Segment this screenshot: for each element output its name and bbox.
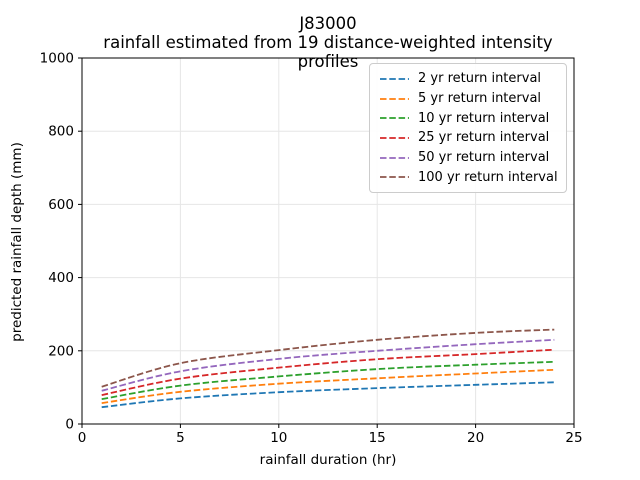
y-tick-label-0: 0: [65, 417, 74, 433]
tick-label-layer: 0 5 10 15 20 25 0 200 400 600 800 1000: [40, 51, 583, 447]
series-line-25-yr-return-interval: [101, 348, 555, 396]
series-line-10-yr-return-interval: [101, 360, 555, 400]
x-tick-label-5: 5: [176, 430, 185, 446]
legend-line-sample: [380, 156, 409, 159]
y-tick-label-1000: 1000: [40, 51, 74, 67]
legend-entry-50-yr-return-interval: 50 yr return interval: [379, 148, 558, 168]
x-tick-label-10: 10: [270, 430, 287, 446]
legend-label: 50 yr return interval: [418, 150, 550, 166]
x-tick-label-0: 0: [78, 430, 87, 446]
y-tick-label-200: 200: [48, 343, 74, 359]
legend-label: 10 yr return interval: [418, 110, 550, 126]
legend-line-sample: [380, 176, 409, 179]
chart-title: J83000 rainfall estimated from 19 distan…: [82, 14, 574, 71]
legend-entry-2-yr-return-interval: 2 yr return interval: [379, 69, 558, 89]
legend-entry-100-yr-return-interval: 100 yr return interval: [379, 167, 558, 187]
x-tick-label-20: 20: [467, 430, 484, 446]
legend-entry-10-yr-return-interval: 10 yr return interval: [379, 108, 558, 128]
legend-entry-5-yr-return-interval: 5 yr return interval: [379, 89, 558, 109]
chart-title-line2: rainfall estimated from 19 distance-weig…: [103, 33, 553, 71]
series-line-2-yr-return-interval: [101, 381, 555, 409]
y-tick-label-400: 400: [48, 270, 74, 286]
plot-border: [81, 57, 575, 425]
legend-label: 2 yr return interval: [418, 71, 542, 87]
y-tick-label-800: 800: [48, 124, 74, 140]
axes-layer: [78, 57, 575, 428]
series-line-5-yr-return-interval: [101, 368, 555, 404]
legend-line-sample: [380, 137, 409, 139]
legend-entry-25-yr-return-interval: 25 yr return interval: [379, 128, 558, 148]
legend-line-sample: [380, 97, 409, 100]
legend: 2 yr return interval 5 yr return interval…: [369, 63, 567, 194]
series-line-100-yr-return-interval: [101, 328, 555, 388]
legend-line-sample: [380, 77, 409, 80]
series-layer: [101, 328, 555, 409]
x-axis-label: rainfall duration (hr): [259, 452, 397, 468]
x-tick-label-25: 25: [565, 430, 582, 446]
chart-title-line1: J83000: [299, 14, 357, 33]
legend-line-sample: [380, 117, 409, 120]
legend-label: 100 yr return interval: [418, 169, 558, 185]
legend-label: 25 yr return interval: [418, 130, 550, 146]
x-tick-label-15: 15: [369, 430, 386, 446]
y-axis-label: predicted rainfall depth (mm): [9, 142, 25, 342]
y-tick-label-600: 600: [48, 197, 74, 213]
legend-label: 5 yr return interval: [418, 91, 542, 107]
series-line-50-yr-return-interval: [101, 338, 555, 392]
